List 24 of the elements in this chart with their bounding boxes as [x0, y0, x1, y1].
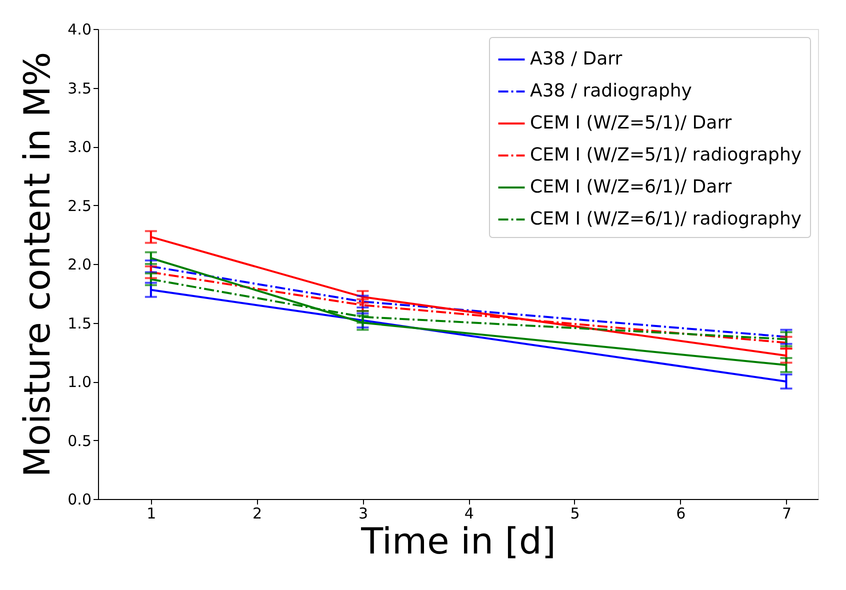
x-tick-label: 1 — [146, 504, 156, 522]
legend-label: A38 / Darr — [530, 48, 623, 70]
y-tick-label: 3.5 — [68, 79, 92, 98]
x-tick-label: 3 — [358, 504, 368, 522]
legend-label: CEM I (W/Z=6/1)/ radiography — [530, 208, 802, 230]
legend-label: CEM I (W/Z=5/1)/ radiography — [530, 144, 802, 166]
y-tick-label: 1.0 — [68, 373, 92, 391]
y-tick-label: 0.5 — [68, 432, 92, 450]
x-tick-label: 7 — [782, 504, 792, 522]
y-tick-label: 2.5 — [68, 196, 92, 215]
y-tick-label: 1.5 — [68, 314, 92, 332]
y-axis-title: Moisture content in M% — [18, 52, 59, 478]
x-tick-label: 2 — [252, 504, 262, 522]
y-tick-label: 3.0 — [68, 138, 92, 156]
x-tick-label: 6 — [676, 504, 686, 522]
x-axis-title: Time in [d] — [360, 522, 556, 562]
legend-label: CEM I (W/Z=5/1)/ Darr — [530, 112, 732, 134]
y-tick-label: 4.0 — [68, 20, 92, 38]
x-tick-label: 4 — [464, 504, 474, 522]
y-tick-label: 2.0 — [68, 256, 92, 274]
y-tick-label: 0.0 — [68, 490, 92, 508]
legend-label: CEM I (W/Z=6/1)/ Darr — [530, 176, 732, 198]
x-tick-label: 5 — [570, 504, 580, 522]
legend-label: A38 / radiography — [530, 80, 692, 102]
